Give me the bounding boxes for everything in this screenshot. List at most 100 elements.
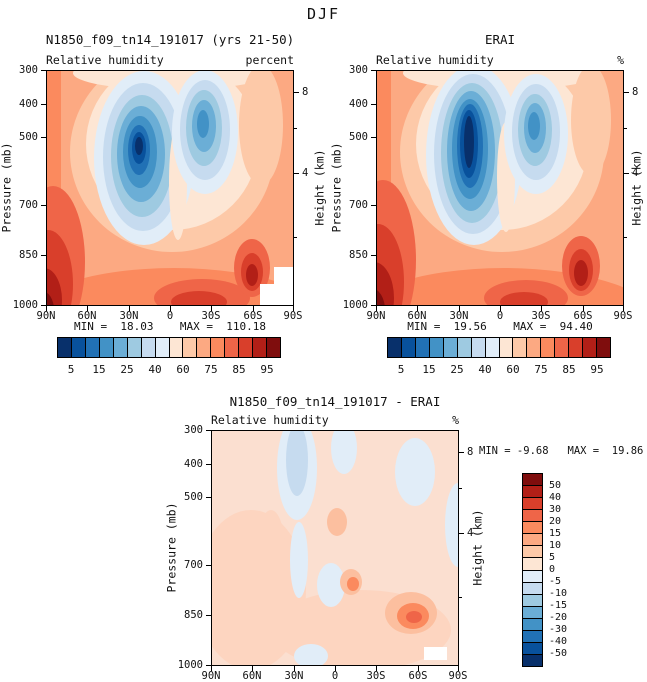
lat-tick-label: 90S <box>283 310 303 322</box>
lat-tick-label: 60S <box>408 670 428 682</box>
lat-tick-label: 60S <box>573 310 593 322</box>
height-tick <box>624 173 629 174</box>
panel-model: N1850_f09_tn14_191017 (yrs 21-50) Relati… <box>0 32 327 376</box>
colorbar-label: 50 <box>549 480 562 491</box>
pressure-tick-label: 300 <box>349 64 368 76</box>
lat-tick-label: 30S <box>201 310 221 322</box>
colorbar-obs <box>387 337 611 358</box>
pressure-tick <box>41 205 46 206</box>
height-tick-label: 8 <box>632 86 639 98</box>
lat-tick <box>294 666 295 671</box>
pressure-tick <box>371 104 376 105</box>
pressure-axis-title: Pressure (mb) <box>0 142 14 233</box>
colorbar-label: 75 <box>204 363 218 376</box>
lat-tick <box>459 306 460 311</box>
height-tick-label: 4 <box>302 167 309 179</box>
contour-plot-diff <box>211 430 459 666</box>
units-label: % <box>452 413 459 427</box>
units-label: percent <box>245 53 294 67</box>
pressure-tick <box>41 104 46 105</box>
height-minor-tick <box>624 237 627 238</box>
pressure-tick-label: 500 <box>19 131 38 143</box>
height-tick <box>624 92 629 93</box>
height-axis-title: Height (km) <box>312 149 327 226</box>
pressure-tick <box>206 464 211 465</box>
lat-tick <box>458 666 459 671</box>
lat-tick-label: 30N <box>449 310 469 322</box>
colorbar-label: 5 <box>397 363 405 376</box>
lat-tick <box>376 306 377 311</box>
colorbar-label: -40 <box>549 636 568 647</box>
panel-title: N1850_f09_tn14_191017 - ERAI <box>229 394 441 409</box>
colorbar-label: 10 <box>549 540 562 551</box>
min-max-stats: MIN = 19.56 MAX = 94.40 <box>407 320 593 333</box>
pressure-tick <box>206 665 211 666</box>
pressure-tick-label: 1000 <box>342 299 368 311</box>
pressure-tick-label: 400 <box>19 98 38 110</box>
pressure-tick <box>206 430 211 431</box>
height-axis-title: Height (km) <box>470 509 485 586</box>
lat-tick <box>293 306 294 311</box>
height-tick <box>459 452 464 453</box>
height-axis-title: Height (km) <box>629 149 644 226</box>
colorbar-label: -50 <box>549 648 568 659</box>
pressure-tick-label: 300 <box>19 64 38 76</box>
colorbar-diff <box>522 473 543 667</box>
pressure-tick-label: 1000 <box>177 659 203 671</box>
figure-title: DJF <box>306 5 341 23</box>
pressure-tick-label: 700 <box>349 199 368 211</box>
panel-diff: N1850_f09_tn14_191017 - ERAI Relative hu… <box>165 394 644 682</box>
pressure-tick-label: 850 <box>184 609 203 621</box>
field-label: Relative humidity <box>46 53 164 67</box>
height-minor-tick <box>294 128 297 129</box>
colorbar-label: 0 <box>549 564 556 575</box>
pressure-tick <box>371 305 376 306</box>
height-minor-tick <box>459 488 462 489</box>
pressure-tick-label: 400 <box>349 98 368 110</box>
pressure-axis-title: Pressure (mb) <box>164 502 179 593</box>
panel-obs: ERAI Relative humidity % <box>330 32 644 376</box>
field-label: Relative humidity <box>211 413 329 427</box>
lat-tick-label: 90N <box>366 310 386 322</box>
colorbar-label: 5 <box>549 552 556 563</box>
pressure-tick-label: 1000 <box>12 299 38 311</box>
lat-tick <box>87 306 88 311</box>
pressure-tick <box>41 137 46 138</box>
lat-tick-label: 30S <box>531 310 551 322</box>
lat-tick-label: 0 <box>166 310 174 322</box>
colorbar-label: -20 <box>549 612 568 623</box>
pressure-tick-label: 850 <box>19 249 38 261</box>
lat-tick-label: 30S <box>366 670 386 682</box>
pressure-tick <box>371 255 376 256</box>
colorbar-label: 85 <box>562 363 576 376</box>
lat-tick-label: 90N <box>36 310 56 322</box>
lat-tick <box>417 306 418 311</box>
panel-title: ERAI <box>484 32 516 47</box>
min-max-stats: MIN = -9.68 MAX = 19.86 <box>479 445 644 457</box>
lat-tick-label: 60N <box>77 310 97 322</box>
height-tick-label: 4 <box>632 167 639 179</box>
pressure-tick <box>206 615 211 616</box>
lat-tick-label: 30N <box>284 670 304 682</box>
height-minor-tick <box>624 128 627 129</box>
pressure-tick <box>206 497 211 498</box>
pressure-tick-label: 700 <box>19 199 38 211</box>
pressure-tick-label: 500 <box>349 131 368 143</box>
lat-tick-label: 30N <box>119 310 139 322</box>
colorbar-label: -5 <box>549 576 562 587</box>
lat-tick <box>418 666 419 671</box>
lat-tick-label: 90N <box>201 670 221 682</box>
pressure-tick-label: 700 <box>184 559 203 571</box>
lat-tick-label: 0 <box>496 310 504 322</box>
panel-title: N1850_f09_tn14_191017 (yrs 21-50) <box>45 32 295 47</box>
colorbar-label: 5 <box>67 363 75 376</box>
lat-tick-label: 90S <box>448 670 468 682</box>
contour-plot-obs <box>376 70 624 306</box>
min-max-stats: MIN = 18.03 MAX = 110.18 <box>73 320 267 333</box>
units-label: % <box>617 53 624 67</box>
colorbar-label: 30 <box>549 504 562 515</box>
colorbar-label: -10 <box>549 588 568 599</box>
height-minor-tick <box>459 597 462 598</box>
pressure-tick-label: 400 <box>184 458 203 470</box>
